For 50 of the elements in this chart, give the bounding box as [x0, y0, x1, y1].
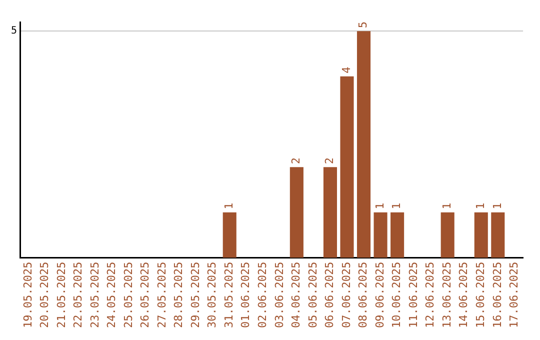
x-tick-label: 01.06.2025 [239, 262, 252, 328]
bar [374, 212, 388, 258]
bar [340, 76, 354, 258]
bar [222, 212, 236, 258]
x-tick-label: 21.05.2025 [54, 262, 68, 328]
x-tick-label: 14.06.2025 [457, 262, 470, 328]
data-label: 4 [340, 66, 353, 74]
x-tick-label: 04.06.2025 [290, 262, 303, 328]
data-label: 1 [440, 202, 454, 210]
x-tick-label: 15.06.2025 [474, 262, 487, 328]
data-label: 5 [356, 21, 370, 28]
bar [356, 31, 371, 258]
bar [440, 212, 454, 258]
x-tick-label: 24.05.2025 [105, 262, 118, 328]
x-tick-label: 16.06.2025 [490, 262, 504, 328]
x-tick-label: 23.05.2025 [88, 262, 102, 328]
bar [290, 167, 304, 258]
x-tick-label: 28.05.2025 [172, 262, 186, 328]
x-tick-label: 08.06.2025 [356, 262, 370, 328]
x-tick-label: 06.06.2025 [323, 262, 336, 328]
x-tick-label: 09.06.2025 [373, 262, 386, 328]
bar [323, 167, 337, 258]
x-tick-label: 12.06.2025 [424, 262, 437, 328]
data-label: 2 [323, 157, 336, 164]
x-tick-label: 07.06.2025 [340, 262, 353, 328]
x-tick-label: 26.05.2025 [138, 262, 152, 328]
x-tick-label: 03.06.2025 [272, 262, 286, 328]
data-label: 1 [474, 202, 487, 210]
bar [474, 212, 488, 258]
x-tick-label: 11.06.2025 [406, 262, 420, 328]
x-tick-label: 29.05.2025 [188, 262, 202, 328]
x-tick-label: 02.06.2025 [256, 262, 270, 328]
x-tick-label: 27.05.2025 [155, 262, 168, 328]
data-label: 1 [390, 202, 404, 210]
x-tick-label: 20.05.2025 [38, 262, 52, 328]
x-tick-label: 31.05.2025 [222, 262, 236, 328]
bar [390, 212, 404, 258]
x-tick-label: 10.06.2025 [390, 262, 404, 328]
x-tick-label: 30.05.2025 [206, 262, 219, 328]
x-tick-label: 13.06.2025 [440, 262, 454, 328]
data-label: 1 [373, 202, 386, 210]
bar [491, 212, 505, 258]
x-tick-label: 19.05.2025 [21, 262, 34, 328]
x-tick-label: 17.06.2025 [508, 262, 521, 328]
x-tick-label: 25.05.2025 [122, 262, 135, 328]
x-tick-label: 05.06.2025 [306, 262, 320, 328]
data-label: 1 [222, 202, 236, 210]
data-label: 1 [490, 202, 504, 210]
data-label: 2 [290, 157, 303, 164]
x-tick-label: 22.05.2025 [72, 262, 85, 328]
